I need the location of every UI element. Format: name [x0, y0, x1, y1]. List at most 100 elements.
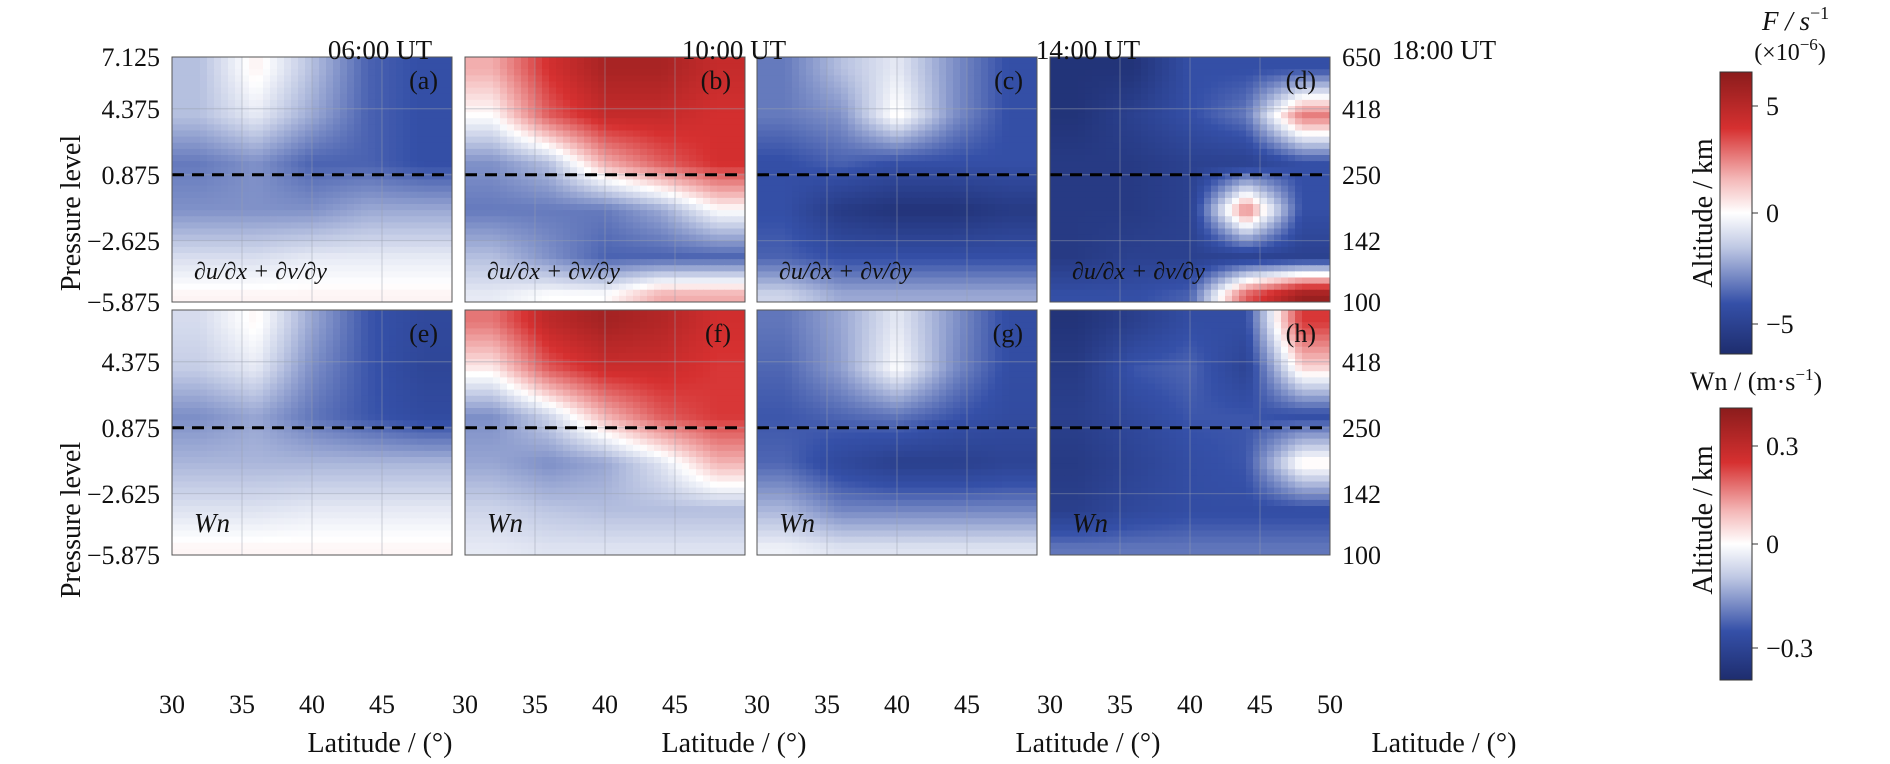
heatmap-cell [876, 216, 884, 223]
heatmap-cell [284, 69, 292, 76]
heatmap-cell [549, 75, 557, 83]
heatmap-cell [869, 99, 877, 107]
heatmap-cell [848, 234, 856, 242]
heatmap-cell [403, 179, 411, 187]
heatmap-cell [918, 93, 926, 101]
heatmap-cell [827, 259, 835, 266]
heatmap-cell [514, 185, 522, 193]
heatmap-cell [827, 136, 835, 144]
heatmap-cell [633, 228, 641, 236]
heatmap-cell [946, 253, 954, 260]
heatmap-cell [897, 118, 905, 125]
heatmap-cell [932, 57, 940, 64]
heatmap-cell [1134, 75, 1142, 83]
heatmap-cell [869, 271, 877, 279]
heatmap-cell [577, 216, 585, 223]
heatmap-cell [897, 265, 905, 272]
heatmap-cell [960, 228, 968, 236]
heatmap-cell [689, 191, 697, 199]
heatmap-cell [953, 75, 961, 83]
heatmap-cell [731, 148, 739, 156]
heatmap-cell [862, 63, 870, 70]
heatmap-cell [235, 130, 243, 138]
heatmap-cell [757, 283, 765, 291]
heatmap-cell [221, 265, 229, 272]
heatmap-cell [869, 185, 877, 193]
heatmap-cell [577, 130, 585, 138]
heatmap-cell [995, 253, 1003, 260]
heatmap-cell [841, 173, 849, 181]
heatmap-cell [584, 222, 592, 230]
heatmap-cell [263, 253, 271, 260]
heatmap-cell [368, 277, 376, 285]
heatmap-cell [389, 246, 397, 254]
heatmap-cell [270, 142, 278, 150]
heatmap-cell [584, 75, 592, 83]
heatmap-cell [417, 173, 425, 181]
heatmap-cell [214, 185, 222, 193]
heatmap-cell [633, 197, 641, 205]
heatmap-cell [612, 63, 620, 70]
heatmap-cell [200, 240, 208, 248]
heatmap-cell [465, 106, 473, 113]
heatmap-cell [354, 142, 362, 150]
heatmap-cell [827, 130, 835, 138]
heatmap-cell [263, 283, 271, 291]
heatmap-cell [988, 130, 996, 138]
heatmap-cell [549, 161, 557, 168]
heatmap-cell [465, 124, 473, 132]
heatmap-cell [256, 124, 264, 132]
heatmap-cell [549, 69, 557, 76]
heatmap-cell [598, 161, 606, 168]
heatmap-cell [1057, 75, 1065, 83]
heatmap-cell [207, 112, 215, 119]
heatmap-cell [813, 295, 821, 302]
heatmap-cell [179, 155, 187, 162]
heatmap-cell [598, 112, 606, 119]
heatmap-cell [424, 99, 432, 107]
heatmap-cell [410, 179, 418, 187]
heatmap-cell [298, 191, 306, 199]
heatmap-cell [967, 81, 975, 89]
heatmap-cell [710, 142, 718, 150]
heatmap-cell [207, 87, 215, 95]
heatmap-cell [682, 87, 690, 95]
heatmap-cell [465, 112, 473, 119]
heatmap-cell [675, 234, 683, 242]
heatmap-cell [981, 191, 989, 199]
heatmap-cell [1002, 69, 1010, 76]
heatmap-cell [1253, 69, 1261, 76]
heatmap-cell [479, 124, 487, 132]
heatmap-cell [556, 99, 564, 107]
heatmap-cell [486, 222, 494, 230]
heatmap-cell [890, 234, 898, 242]
heatmap-cell [647, 63, 655, 70]
heatmap-cell [445, 118, 452, 125]
heatmap-cell [738, 173, 745, 181]
heatmap-cell [682, 99, 690, 107]
heatmap-cell [249, 69, 257, 76]
heatmap-cell [904, 93, 912, 101]
heatmap-cell [778, 210, 786, 217]
heatmap-cell [785, 277, 793, 285]
heatmap-cell [619, 197, 627, 205]
heatmap-cell [1064, 63, 1072, 70]
heatmap-cell [696, 155, 704, 162]
heatmap-cell [528, 234, 536, 242]
heatmap-cell [967, 289, 975, 297]
heatmap-cell [612, 259, 620, 266]
heatmap-cell [172, 69, 180, 76]
heatmap-cell [778, 246, 786, 254]
heatmap-cell [500, 265, 508, 272]
heatmap-cell [654, 93, 662, 101]
heatmap-cell [472, 57, 480, 64]
heatmap-cell [785, 222, 793, 230]
heatmap-cell [778, 173, 786, 181]
heatmap-cell [347, 167, 355, 174]
heatmap-cell [591, 234, 599, 242]
heatmap-cell [869, 124, 877, 132]
heatmap-cell [591, 253, 599, 260]
heatmap-cell [235, 136, 243, 144]
heatmap-cell [424, 142, 432, 150]
heatmap-cell [841, 57, 849, 64]
